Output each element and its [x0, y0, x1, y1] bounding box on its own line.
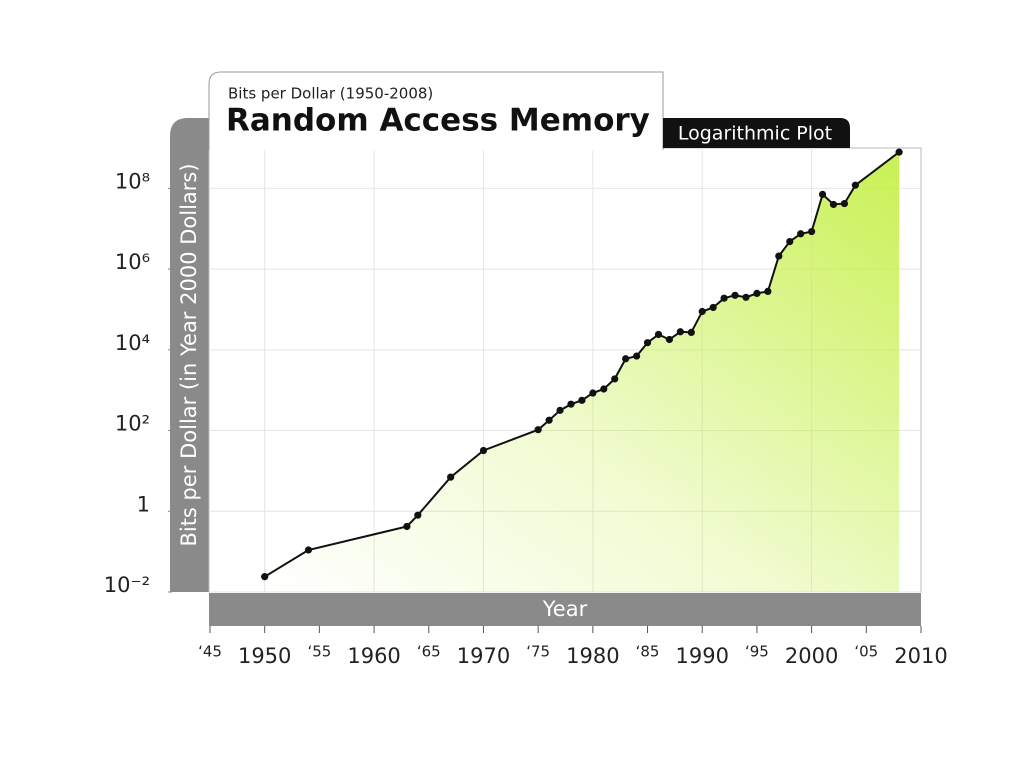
marker: [818, 190, 827, 198]
marker: [622, 355, 630, 363]
x-axis-label: Year: [542, 597, 588, 621]
x-tick-label: ‘75: [526, 643, 550, 661]
badge-box: [663, 118, 850, 148]
marker: [578, 396, 586, 404]
marker: [589, 389, 597, 397]
chart-subtitle: Bits per Dollar (1950-2008): [228, 85, 433, 103]
marker: [742, 293, 750, 301]
x-tick-label: ‘85: [636, 643, 660, 661]
y-axis-band: [170, 118, 209, 592]
title-box: [208, 71, 664, 150]
marker: [654, 330, 663, 339]
marker: [709, 303, 717, 312]
marker: [556, 406, 564, 414]
x-tick-label: ‘45: [198, 643, 222, 661]
marker: [797, 230, 805, 238]
marker: [895, 148, 903, 156]
x-tick-label: ‘55: [307, 643, 331, 661]
x-tick-label: ‘05: [854, 643, 878, 661]
x-tick-label: 2000: [785, 644, 838, 668]
marker: [600, 385, 608, 393]
marker: [534, 426, 542, 434]
marker: [808, 227, 816, 236]
x-tick-label: ‘65: [417, 643, 441, 661]
y-tick-label: 10⁴: [115, 331, 150, 355]
x-tick-label: 1950: [238, 644, 291, 668]
badge: Logarithmic Plot: [678, 123, 832, 145]
y-tick-label: 10⁶: [115, 250, 150, 274]
marker: [261, 573, 269, 581]
y-tick-label: 1: [137, 492, 150, 516]
x-tick-label: 1990: [676, 644, 729, 668]
marker: [753, 289, 761, 297]
marker: [567, 400, 575, 408]
marker: [687, 328, 695, 337]
marker: [643, 339, 652, 347]
marker: [786, 237, 794, 246]
marker: [447, 473, 455, 481]
chart-title: Random Access Memory: [226, 103, 650, 139]
x-axis-band: [209, 593, 921, 626]
x-tick-label: 1960: [347, 644, 400, 668]
marker: [829, 200, 838, 209]
marker: [545, 416, 553, 424]
marker: [698, 307, 706, 316]
marker: [633, 352, 641, 360]
x-tick-label: 2010: [894, 644, 947, 668]
marker: [731, 291, 739, 299]
marker: [665, 335, 674, 344]
marker: [775, 252, 783, 260]
x-tick-label: ‘95: [745, 643, 769, 661]
marker: [304, 546, 313, 554]
marker: [840, 199, 849, 208]
marker: [479, 446, 488, 455]
y-axis-label: Bits per Dollar (in Year 2000 Dollars): [177, 163, 201, 546]
x-tick-label: 1980: [566, 644, 619, 668]
y-tick-label: 10⁸: [115, 169, 150, 193]
marker: [764, 287, 772, 296]
marker: [720, 294, 728, 302]
marker: [414, 511, 422, 519]
marker: [676, 328, 684, 336]
x-tick-label: 1970: [457, 644, 510, 668]
marker: [403, 522, 411, 531]
area: [264, 152, 900, 592]
marker: [611, 375, 619, 383]
y-tick-label: 10⁻²: [104, 573, 150, 597]
marker: [851, 181, 859, 189]
y-tick-label: 10²: [115, 412, 150, 436]
